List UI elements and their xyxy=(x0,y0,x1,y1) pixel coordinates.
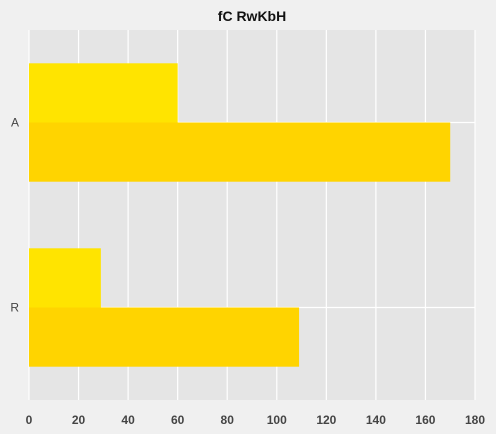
x-tick-label: 60 xyxy=(171,413,185,427)
x-tick-label: 160 xyxy=(415,413,435,427)
x-tick-label: 20 xyxy=(72,413,86,427)
bars xyxy=(29,63,451,367)
y-tick-label: A xyxy=(11,116,19,130)
x-tick-label: 120 xyxy=(316,413,336,427)
y-tick-label: R xyxy=(10,301,19,315)
bar-R-0 xyxy=(29,248,101,308)
y-tick-labels: RA xyxy=(10,116,19,315)
x-tick-label: 180 xyxy=(465,413,485,427)
x-tick-label: 40 xyxy=(121,413,135,427)
x-tick-labels: 0 20 40 60 80 100 120 140 160 180 xyxy=(26,413,486,427)
bar-A-1 xyxy=(29,122,451,182)
x-tick-label: 140 xyxy=(366,413,386,427)
chart-title: fC RwKbH xyxy=(218,8,286,24)
bar-R-1 xyxy=(29,307,300,367)
bar-A-0 xyxy=(29,63,178,123)
x-tick-label: 0 xyxy=(26,413,33,427)
x-tick-label: 80 xyxy=(221,413,235,427)
x-tick-label: 100 xyxy=(267,413,287,427)
